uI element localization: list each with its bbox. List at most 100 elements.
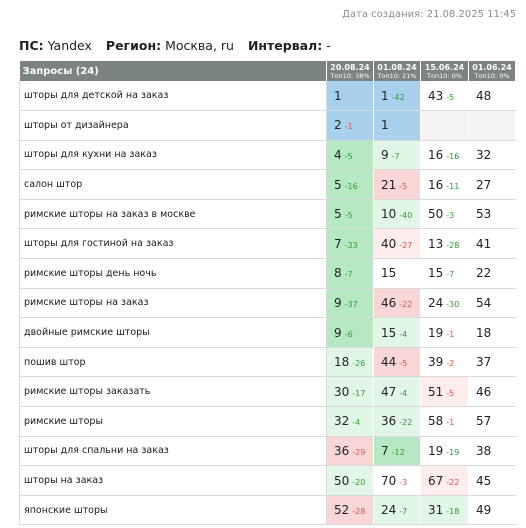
query-cell: пошив штор — [19, 347, 327, 378]
position-value: 24 — [381, 503, 397, 518]
column-top10: Топ10: 0% — [474, 71, 510, 80]
position-value: 19 — [428, 443, 444, 458]
position-cell: 53 — [468, 199, 516, 230]
position-value: 38 — [476, 443, 492, 458]
position-value: 46 — [476, 384, 492, 399]
column-top10: Топ10: 0% — [426, 71, 463, 80]
position-value: 36 — [334, 443, 350, 458]
column-header[interactable]: 01.08.24 Топ10: 21% — [373, 61, 421, 81]
position-cell: 43 -5 — [420, 81, 469, 112]
position-cell: 5 -16 — [326, 169, 374, 200]
query-cell: японские шторы — [19, 495, 327, 526]
position-cell: 1 — [326, 81, 374, 112]
position-cell: 58 -1 — [420, 406, 469, 437]
position-delta: -7 — [446, 270, 455, 280]
position-value: 5 — [334, 177, 342, 192]
interval-label: Интервал: — [247, 38, 323, 53]
ps-label: ПС: — [19, 38, 44, 53]
position-cell: 24 -30 — [420, 288, 469, 319]
position-value: 44 — [381, 355, 397, 370]
table-row: римские шторы на заказ в москве 5 -5 10 -40 5… — [19, 199, 516, 230]
position-value: 7 — [381, 443, 389, 458]
position-delta: -40 — [399, 211, 413, 221]
table-row: римские шторы день ночь 8 -7 15 15 -7 22 — [19, 258, 516, 289]
position-value: 47 — [381, 384, 397, 399]
position-value: 9 — [334, 325, 342, 340]
position-cell: 1 — [373, 110, 421, 141]
column-top10: Топ10: 21% — [377, 71, 417, 80]
query-cell: шторы для кухни на заказ — [19, 140, 327, 171]
position-cell: 15 -7 — [420, 258, 469, 289]
position-cell: 31 -18 — [420, 495, 469, 526]
position-cell — [420, 110, 469, 141]
position-delta: -5 — [344, 151, 353, 161]
position-delta: -16 — [344, 181, 358, 191]
column-header[interactable]: 20.08.24 Топ10: 38% — [326, 61, 374, 81]
position-value: 70 — [381, 473, 397, 488]
query-cell: шторы для детской на заказ — [19, 81, 327, 112]
position-cell: 16 -16 — [420, 140, 469, 171]
position-value: 49 — [476, 503, 492, 518]
query-cell: шторы на заказ — [19, 465, 327, 496]
position-cell: 40 -27 — [373, 228, 421, 260]
position-delta: -22 — [446, 477, 460, 487]
position-cell: 30 -17 — [326, 376, 374, 408]
position-delta: -4 — [352, 418, 361, 428]
query-cell: римские шторы день ночь — [19, 258, 327, 289]
position-delta: -5 — [446, 92, 455, 102]
position-value: 32 — [334, 414, 350, 429]
queries-header[interactable]: Запросы (24) — [19, 61, 327, 81]
position-cell: 7 -12 — [373, 436, 421, 467]
position-delta: -7 — [344, 270, 353, 280]
position-delta: -29 — [352, 447, 366, 457]
position-value: 50 — [428, 207, 444, 222]
position-delta: -33 — [344, 240, 358, 250]
position-cell: 67 -22 — [420, 465, 469, 496]
position-value: 57 — [476, 414, 492, 429]
position-delta: -11 — [446, 181, 460, 191]
position-cell: 18 — [468, 317, 516, 348]
positions-table: Запросы (24) 20.08.24 Топ10: 38% 01.08.24… — [19, 61, 516, 526]
position-value: 18 — [476, 325, 492, 340]
position-cell: 2 -1 — [326, 110, 374, 141]
position-cell: 57 — [468, 406, 516, 437]
position-cell: 15 — [373, 258, 421, 289]
position-delta: -6 — [344, 329, 353, 339]
position-cell — [468, 110, 516, 141]
query-cell: римские шторы заказать — [19, 376, 327, 408]
position-delta: -22 — [399, 418, 413, 428]
position-value: 67 — [428, 473, 444, 488]
query-cell: шторы от дизайнера — [19, 110, 327, 141]
position-cell: 50 -3 — [420, 199, 469, 230]
position-value: 15 — [381, 325, 397, 340]
position-cell: 27 — [468, 169, 516, 200]
column-header[interactable]: 01.06.24 Топ10: 0% — [468, 61, 516, 81]
position-value: 19 — [428, 325, 444, 340]
region-value: Москва, ru — [165, 38, 234, 53]
table-row: шторы для детской на заказ 1 1 -42 43 -5 48 — [19, 81, 516, 112]
position-delta: -7 — [399, 507, 408, 517]
table-row: римские шторы 32 -4 36 -22 58 -1 57 — [19, 406, 516, 437]
position-cell: 1 -42 — [373, 81, 421, 112]
position-cell: 36 -22 — [373, 406, 421, 437]
position-value: 27 — [476, 177, 492, 192]
position-delta: -19 — [446, 447, 460, 457]
position-cell: 7 -33 — [326, 228, 374, 260]
position-cell: 50 -20 — [326, 465, 374, 496]
position-delta: -26 — [352, 359, 366, 369]
table-row: шторы для гостиной на заказ 7 -33 40 -27 13 -2… — [19, 228, 516, 260]
position-cell: 8 -7 — [326, 258, 374, 289]
position-cell: 36 -29 — [326, 436, 374, 467]
table-row: шторы для спальни на заказ 36 -29 7 -12 19 -19… — [19, 436, 516, 467]
query-cell: шторы для гостиной на заказ — [19, 228, 327, 260]
column-header[interactable]: 15.06.24 Топ10: 0% — [420, 61, 469, 81]
query-cell: салон штор — [19, 169, 327, 200]
position-cell: 21 -5 — [373, 169, 421, 200]
position-cell: 45 — [468, 465, 516, 496]
position-value: 15 — [381, 266, 397, 281]
position-cell: 38 — [468, 436, 516, 467]
column-date: 20.08.24 — [330, 62, 370, 72]
position-value: 58 — [428, 414, 444, 429]
position-delta: -1 — [446, 329, 455, 339]
position-cell: 9 -6 — [326, 317, 374, 348]
